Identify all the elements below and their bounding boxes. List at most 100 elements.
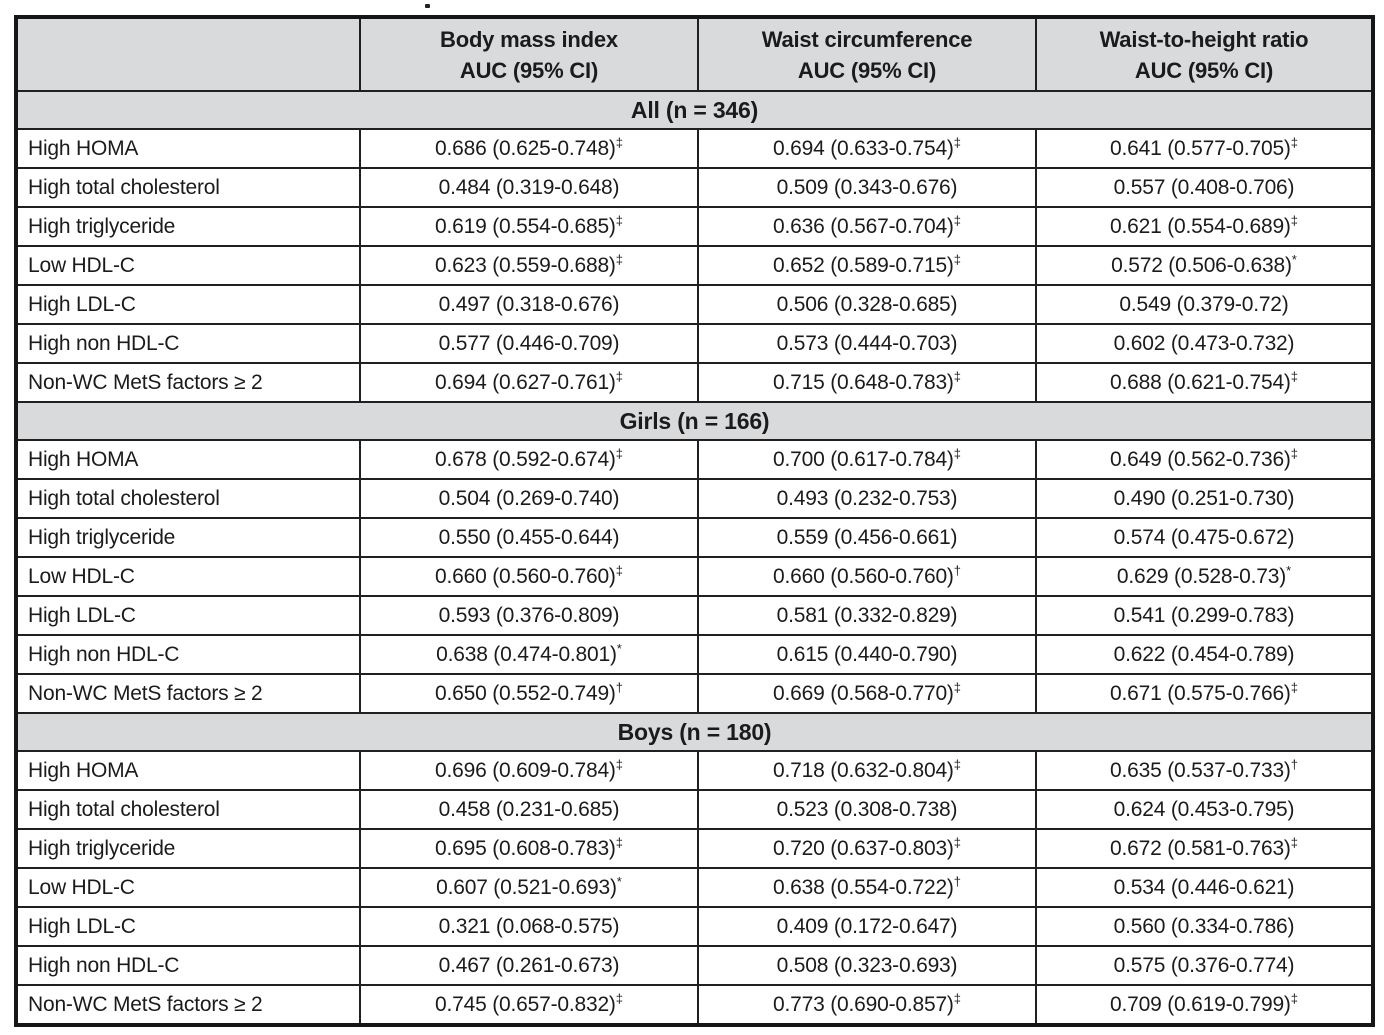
auc-value: 0.638 (0.474-0.801) xyxy=(436,642,617,666)
auc-value: 0.497 (0.318-0.676) xyxy=(438,292,620,316)
row-label: High LDL-C xyxy=(15,595,361,636)
row-label: High non HDL-C xyxy=(15,323,361,364)
column-title: Waist-to-height ratio xyxy=(1099,26,1309,52)
table-row: Non-WC MetS factors ≥ 2 0.694 (0.627-0.76… xyxy=(15,362,1374,403)
auc-value-cell: 0.484 (0.319-0.648) xyxy=(359,167,699,208)
auc-value-cell: 0.694 (0.627-0.761)‡ xyxy=(359,362,699,403)
auc-value: 0.720 (0.637-0.803) xyxy=(773,836,954,860)
auc-value-cell: 0.541 (0.299-0.783) xyxy=(1035,595,1374,636)
significance-marker: ‡ xyxy=(1290,212,1298,228)
auc-value: 0.467 (0.261-0.673) xyxy=(438,953,620,977)
header-row: Body mass index AUC (95% CI) Waist circu… xyxy=(15,16,1374,92)
significance-marker: ‡ xyxy=(1290,990,1298,1006)
auc-value: 0.523 (0.308-0.738) xyxy=(776,797,958,821)
table-row: High triglyceride 0.695 (0.608-0.783)‡ 0.7… xyxy=(15,828,1374,869)
auc-value-cell: 0.688 (0.621-0.754)‡ xyxy=(1035,362,1374,403)
column-title: Waist circumference xyxy=(761,26,973,52)
significance-marker: ‡ xyxy=(953,251,961,267)
auc-value: 0.484 (0.319-0.648) xyxy=(438,175,620,199)
row-label: High LDL-C xyxy=(15,284,361,325)
auc-value-cell: 0.550 (0.455-0.644) xyxy=(359,517,699,558)
row-label: High total cholesterol xyxy=(15,167,361,208)
auc-value: 0.686 (0.625-0.748) xyxy=(435,136,616,160)
auc-value-cell: 0.652 (0.589-0.715)‡ xyxy=(697,245,1037,286)
auc-value: 0.660 (0.560-0.760) xyxy=(773,564,954,588)
column-subtitle: AUC (95% CI) xyxy=(1134,57,1274,83)
auc-value-cell: 0.560 (0.334-0.786) xyxy=(1035,906,1374,947)
table-row: High total cholesterol 0.504 (0.269-0.740… xyxy=(15,478,1374,519)
significance-marker: * xyxy=(1291,251,1297,267)
auc-value: 0.660 (0.560-0.760) xyxy=(435,564,616,588)
significance-marker: ‡ xyxy=(615,212,623,228)
row-label: Low HDL-C xyxy=(15,245,361,286)
auc-value: 0.669 (0.568-0.770) xyxy=(773,681,954,705)
auc-value: 0.458 (0.231-0.685) xyxy=(438,797,620,821)
auc-value-cell: 0.720 (0.637-0.803)‡ xyxy=(697,828,1037,869)
auc-value-cell: 0.574 (0.475-0.672) xyxy=(1035,517,1374,558)
significance-marker: ‡ xyxy=(615,368,623,384)
auc-value: 0.773 (0.690-0.857) xyxy=(773,992,954,1016)
auc-value: 0.629 (0.528-0.73) xyxy=(1116,564,1287,588)
auc-value-cell: 0.641 (0.577-0.705)‡ xyxy=(1035,128,1374,169)
auc-value-cell: 0.695 (0.608-0.783)‡ xyxy=(359,828,699,869)
auc-value: 0.559 (0.456-0.661) xyxy=(776,525,958,549)
auc-value-cell: 0.508 (0.323-0.693) xyxy=(697,945,1037,986)
significance-marker: ‡ xyxy=(953,368,961,384)
auc-value: 0.549 (0.379-0.72) xyxy=(1119,292,1289,316)
table-row: High triglyceride 0.550 (0.455-0.644) 0.55… xyxy=(15,517,1374,558)
significance-marker: * xyxy=(616,640,622,656)
auc-value: 0.700 (0.617-0.784) xyxy=(773,447,954,471)
significance-marker: ‡ xyxy=(1290,445,1298,461)
row-label: High non HDL-C xyxy=(15,634,361,675)
auc-value-cell: 0.557 (0.408-0.706) xyxy=(1035,167,1374,208)
header-cell-waist-height-ratio: Waist-to-height ratio AUC (95% CI) xyxy=(1035,16,1374,92)
auc-value-cell: 0.621 (0.554-0.689)‡ xyxy=(1035,206,1374,247)
table-row: High LDL-C 0.593 (0.376-0.809) 0.581 (0.33… xyxy=(15,595,1374,636)
section-header: Girls (n = 166) xyxy=(15,401,1374,441)
table-row: Low HDL-C 0.607 (0.521-0.693)* 0.638 (0.55… xyxy=(15,867,1374,908)
auc-value: 0.718 (0.632-0.804) xyxy=(773,758,954,782)
auc-value: 0.504 (0.269-0.740) xyxy=(438,486,620,510)
auc-value-cell: 0.409 (0.172-0.647) xyxy=(697,906,1037,947)
auc-value: 0.607 (0.521-0.693) xyxy=(436,875,617,899)
auc-value: 0.624 (0.453-0.795) xyxy=(1113,797,1295,821)
auc-value: 0.573 (0.444-0.703) xyxy=(776,331,958,355)
significance-marker: ‡ xyxy=(615,562,623,578)
auc-comparison-table: Body mass index AUC (95% CI) Waist circu… xyxy=(14,15,1375,1027)
header-cell-empty xyxy=(15,16,361,92)
auc-value: 0.694 (0.627-0.761) xyxy=(435,370,616,394)
table-row: Low HDL-C 0.660 (0.560-0.760)‡ 0.660 (0.56… xyxy=(15,556,1374,597)
section-header-row: Boys (n = 180) xyxy=(15,712,1374,752)
table-row: High HOMA 0.678 (0.592-0.674)‡ 0.700 (0.61… xyxy=(15,439,1374,480)
section-header: All (n = 346) xyxy=(15,90,1374,130)
auc-value-cell: 0.572 (0.506-0.638)* xyxy=(1035,245,1374,286)
auc-value-cell: 0.575 (0.376-0.774) xyxy=(1035,945,1374,986)
row-label: Non-WC MetS factors ≥ 2 xyxy=(15,984,361,1026)
row-label: High HOMA xyxy=(15,439,361,480)
significance-marker: ‡ xyxy=(953,834,961,850)
auc-value: 0.638 (0.554-0.722) xyxy=(773,875,954,899)
auc-value: 0.695 (0.608-0.783) xyxy=(435,836,616,860)
row-label: High triglyceride xyxy=(15,517,361,558)
table-row: High non HDL-C 0.467 (0.261-0.673) 0.508 (… xyxy=(15,945,1374,986)
auc-value-cell: 0.700 (0.617-0.784)‡ xyxy=(697,439,1037,480)
auc-value: 0.581 (0.332-0.829) xyxy=(776,603,958,627)
auc-value: 0.493 (0.232-0.753) xyxy=(776,486,958,510)
auc-value: 0.650 (0.552-0.749) xyxy=(435,681,616,705)
auc-table-container: Body mass index AUC (95% CI) Waist circu… xyxy=(14,15,1375,1027)
column-subtitle: AUC (95% CI) xyxy=(797,57,937,83)
table-row: High triglyceride 0.619 (0.554-0.685)‡ 0.6… xyxy=(15,206,1374,247)
row-label: High total cholesterol xyxy=(15,478,361,519)
auc-value: 0.557 (0.408-0.706) xyxy=(1113,175,1295,199)
significance-marker: ‡ xyxy=(1290,368,1298,384)
significance-marker: ‡ xyxy=(1290,679,1298,695)
significance-marker: ‡ xyxy=(1290,834,1298,850)
significance-marker: ‡ xyxy=(953,990,961,1006)
auc-value: 0.619 (0.554-0.685) xyxy=(435,214,616,238)
auc-value-cell: 0.581 (0.332-0.829) xyxy=(697,595,1037,636)
significance-marker: ‡ xyxy=(615,251,623,267)
table-row: High LDL-C 0.497 (0.318-0.676) 0.506 (0.32… xyxy=(15,284,1374,325)
auc-value-cell: 0.649 (0.562-0.736)‡ xyxy=(1035,439,1374,480)
row-label: Non-WC MetS factors ≥ 2 xyxy=(15,673,361,714)
auc-value: 0.575 (0.376-0.774) xyxy=(1113,953,1295,977)
